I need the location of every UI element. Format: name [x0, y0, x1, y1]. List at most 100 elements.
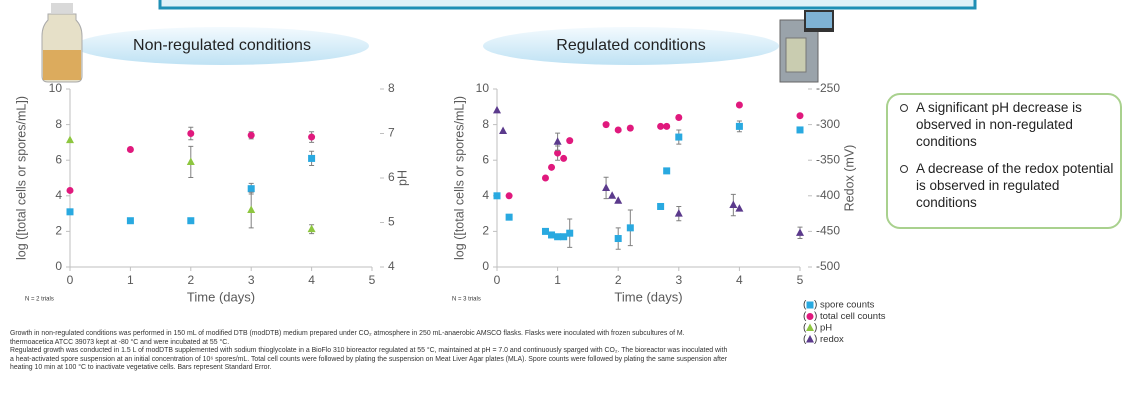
y-tick-label: 8 — [55, 117, 62, 131]
bioreactor-icon — [779, 10, 834, 83]
circle-marker — [554, 149, 562, 157]
legend-bracket: ( — [803, 334, 807, 345]
legend-bracket: ) — [814, 323, 817, 334]
circle-marker — [626, 124, 634, 132]
circle-marker — [657, 122, 665, 130]
caption-paragraph: Growth in non-regulated conditions was p… — [10, 330, 685, 346]
legend-bracket: ( — [803, 323, 807, 334]
x-tick-label: 4 — [308, 273, 315, 287]
triangle-marker — [307, 224, 316, 233]
x-axis-label: Time (days) — [614, 289, 682, 304]
square-marker — [554, 233, 562, 241]
square-marker — [493, 192, 501, 200]
circle-marker — [602, 121, 610, 129]
note: N = 2 trials — [25, 297, 54, 303]
legend-bracket: ( — [803, 311, 807, 322]
square-marker — [247, 185, 255, 193]
y-tick-label: 6 — [55, 152, 62, 166]
y-tick-label: 0 — [55, 259, 62, 273]
top-banner — [158, 0, 977, 10]
triangle-marker — [614, 196, 623, 204]
square-marker — [796, 126, 804, 134]
square-marker — [675, 133, 683, 141]
triangle-marker — [499, 126, 508, 135]
y-axis-label: log ([total cells or spores/mL]) — [452, 96, 466, 260]
x-tick-label: 1 — [127, 273, 134, 287]
x-axis-label: Time (days) — [187, 289, 255, 304]
y2-tick-label: -450 — [816, 224, 840, 238]
x-tick-label: 1 — [554, 273, 561, 287]
y-tick-label: 2 — [55, 224, 62, 238]
x-tick-label: 3 — [675, 273, 682, 287]
circle-marker — [247, 131, 255, 139]
y-tick-label: 4 — [482, 188, 489, 202]
chart-title: Non-regulated conditions — [133, 37, 311, 54]
y2-axis-label: Redox (mV) — [842, 145, 856, 212]
square-marker — [308, 154, 316, 162]
x-tick-label: 3 — [248, 273, 255, 287]
y2-tick-label: -250 — [816, 81, 840, 95]
triangle-marker — [602, 183, 611, 191]
circle-marker — [126, 146, 134, 154]
y-tick-label: 4 — [55, 188, 62, 202]
triangle-marker — [493, 105, 501, 114]
triangle-marker — [247, 205, 256, 214]
legend-bracket: ( — [803, 300, 807, 311]
conclusion-box: A significant pH decrease is observed in… — [886, 93, 1122, 229]
circle-marker — [663, 122, 671, 130]
triangle-marker — [729, 200, 738, 209]
x-tick-label: 2 — [615, 273, 622, 287]
caption: Growth in non-regulated conditions was p… — [10, 330, 728, 373]
square-marker — [735, 122, 743, 130]
y2-tick-label: 5 — [388, 215, 395, 229]
triangle-marker — [186, 157, 195, 165]
legend-bracket: ) — [814, 311, 817, 322]
square-marker — [548, 231, 556, 239]
circle-marker — [308, 133, 316, 141]
circle-marker — [541, 174, 549, 182]
y2-axis-label: pH — [395, 170, 409, 186]
note: N = 3 trials — [452, 297, 481, 303]
square-marker — [66, 208, 74, 216]
y2-tick-label: -350 — [816, 152, 840, 166]
y-tick-label: 10 — [476, 81, 490, 95]
legend-marker — [806, 301, 814, 309]
x-tick-label: 0 — [67, 273, 74, 287]
legend-label: total cell counts — [820, 311, 886, 322]
circle-marker — [675, 113, 683, 121]
x-tick-label: 0 — [494, 273, 501, 287]
x-tick-label: 5 — [797, 273, 804, 287]
bullet: A significant pH decrease is observed in… — [900, 99, 1114, 150]
square-marker — [541, 227, 549, 235]
square-marker — [566, 229, 574, 237]
circle-marker — [505, 192, 513, 200]
square-marker — [626, 224, 634, 232]
y-tick-label: 6 — [482, 152, 489, 166]
square-marker — [614, 235, 622, 243]
flask-icon — [41, 3, 83, 83]
y2-tick-label: -400 — [816, 188, 840, 202]
legend-bracket: ) — [814, 300, 817, 311]
y-tick-label: 0 — [482, 259, 489, 273]
legend-marker — [806, 313, 814, 320]
circle-marker — [566, 137, 574, 145]
x-tick-label: 5 — [369, 273, 376, 287]
y2-tick-label: -500 — [816, 259, 840, 273]
legend-marker — [806, 335, 814, 343]
y-tick-label: 8 — [482, 117, 489, 131]
triangle-marker — [735, 204, 744, 212]
triangle-marker — [553, 137, 562, 145]
square-marker — [657, 202, 665, 210]
y2-tick-label: 4 — [388, 259, 395, 273]
circle-marker — [548, 163, 556, 171]
square-marker — [663, 167, 671, 175]
x-tick-label: 2 — [187, 273, 194, 287]
legend-label: pH — [820, 323, 832, 334]
circle-marker — [735, 101, 743, 109]
title-ellipse — [483, 27, 779, 65]
square-marker — [505, 213, 513, 221]
title-ellipse — [75, 27, 369, 65]
circle-marker — [796, 112, 804, 120]
